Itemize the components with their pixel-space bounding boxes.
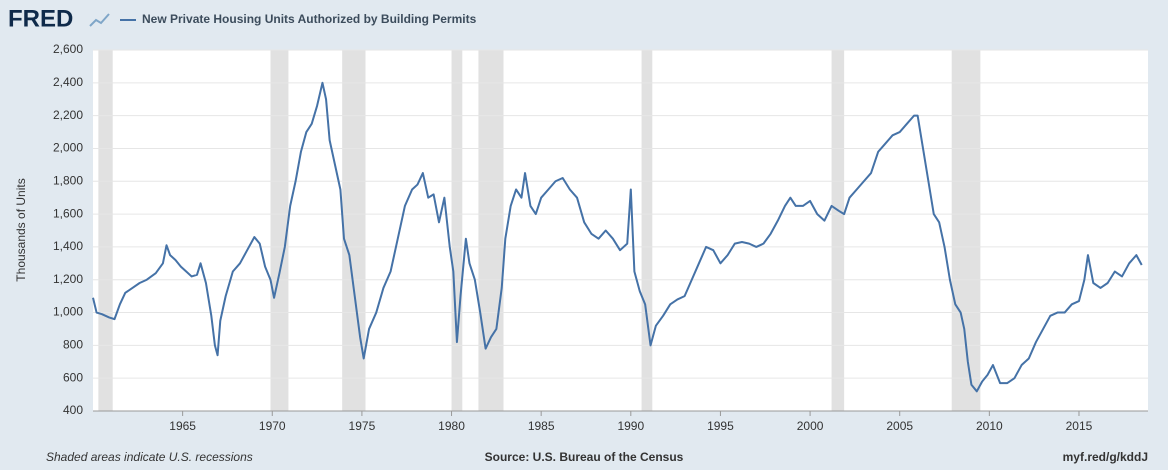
x-tick-label: 1975: [349, 419, 376, 433]
y-tick-label: 1,800: [53, 173, 83, 187]
x-tick-label: 2005: [886, 419, 913, 433]
recession-band: [270, 50, 289, 411]
legend-label: New Private Housing Units Authorized by …: [142, 12, 477, 26]
y-tick-label: 1,200: [53, 272, 83, 286]
x-tick-label: 2010: [976, 419, 1003, 433]
recession-band: [951, 50, 981, 411]
y-tick-label: 800: [63, 338, 83, 352]
y-tick-label: 1,400: [53, 239, 83, 253]
url: myf.red/g/kddJ: [1063, 450, 1148, 464]
y-tick-label: 400: [63, 403, 83, 417]
recession-band: [478, 50, 504, 411]
y-tick-label: 2,600: [53, 42, 83, 56]
recession-band: [342, 50, 366, 411]
y-tick-label: 1,000: [53, 305, 83, 319]
x-tick-label: 2015: [1066, 419, 1093, 433]
x-tick-label: 1965: [169, 419, 196, 433]
x-tick-label: 1970: [259, 419, 286, 433]
y-tick-label: 1,600: [53, 206, 83, 220]
footnote: Shaded areas indicate U.S. recessions: [46, 450, 253, 464]
x-tick-label: 1980: [438, 419, 465, 433]
recessions: [98, 50, 981, 411]
x-tick-label: 2000: [797, 419, 824, 433]
logo-icon: [89, 13, 110, 27]
x-tick-label: 1995: [707, 419, 734, 433]
y-axis-label: Thousands of Units: [14, 178, 28, 281]
y-tick-label: 600: [63, 370, 83, 384]
logo: FRED: [8, 5, 73, 32]
source: Source: U.S. Bureau of the Census: [485, 450, 684, 464]
x-tick-label: 1985: [528, 419, 555, 433]
recession-band: [451, 50, 463, 411]
recession-band: [641, 50, 653, 411]
lines: [92, 81, 1143, 393]
series-line: [92, 81, 1143, 393]
y-tick-label: 2,400: [53, 75, 83, 89]
y-tick-label: 2,000: [53, 141, 83, 155]
recession-band: [98, 50, 113, 411]
plot-area: [93, 50, 1148, 411]
recession-band: [831, 50, 845, 411]
y-tick-label: 2,200: [53, 108, 83, 122]
x-tick-label: 1990: [617, 419, 644, 433]
